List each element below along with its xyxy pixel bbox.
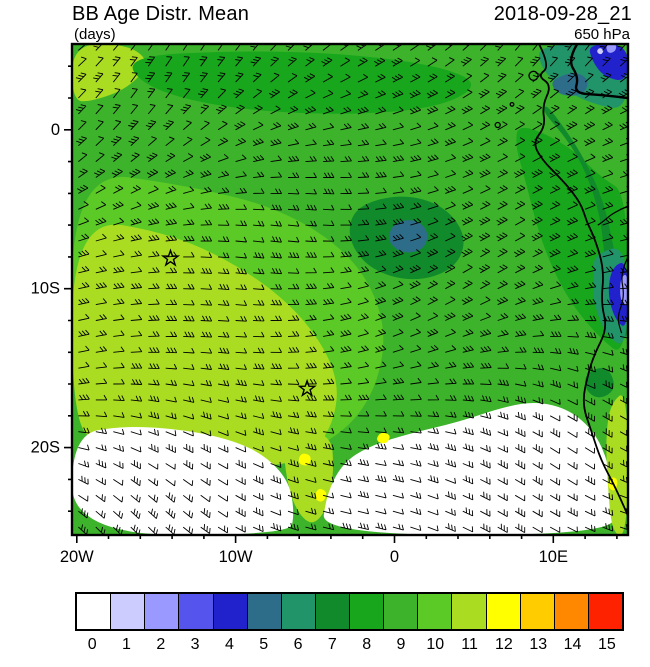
colorbar-cell: [554, 594, 589, 629]
plot-title: BB Age Distr. Mean: [72, 3, 250, 25]
country-border: [569, 44, 628, 100]
colorbar-label: 8: [362, 636, 372, 653]
plot-header: BB Age Distr. Mean 2018-09-28_21: [72, 3, 632, 26]
colorbar-cell: [350, 594, 385, 629]
colorbar-cell: [179, 594, 214, 629]
island-outline: [528, 70, 539, 81]
colorbar-cell: [111, 594, 146, 629]
colorbar-label: 1: [122, 636, 131, 653]
colorbar-cells: [75, 592, 624, 631]
star-marker: [160, 248, 181, 267]
colorbar-label: 7: [327, 636, 337, 653]
plot-units: (days): [74, 26, 116, 43]
plot-subheader: (days) 650 hPa: [74, 26, 630, 43]
colorbar-cell: [418, 594, 453, 629]
colorbar-label: 2: [156, 636, 166, 653]
colorbar: 0 1 2 3 4 5 6 7 8 9 10 11 12 13 14 15: [75, 592, 624, 654]
colorbar-cell: [145, 594, 180, 629]
colorbar-label: 6: [293, 636, 303, 653]
y-axis-label: 20S: [31, 439, 60, 457]
colorbar-cell: [486, 594, 521, 629]
y-axis-label: 0: [51, 121, 60, 139]
coastline: [534, 44, 628, 517]
colorbar-label: 12: [495, 636, 513, 653]
x-axis-label: 0: [390, 548, 399, 566]
colorbar-cell: [247, 594, 282, 629]
island-outline: [494, 121, 501, 129]
y-axis-label: 10S: [31, 280, 60, 298]
x-axis-label: 20W: [60, 548, 94, 566]
axis-ticks: [64, 65, 618, 543]
star-marker: [297, 378, 317, 398]
plot-datetime: 2018-09-28_21: [493, 3, 632, 25]
colorbar-cell: [452, 594, 487, 629]
colorbar-cell: [384, 594, 419, 629]
colorbar-label: 11: [461, 636, 478, 653]
colorbar-label: 3: [190, 636, 200, 653]
colorbar-label: 15: [597, 636, 616, 653]
colorbar-label: 5: [259, 636, 269, 653]
colorbar-label: 10: [426, 636, 445, 653]
colorbar-label: 9: [396, 636, 406, 653]
colorbar-label: 4: [224, 636, 234, 653]
colorbar-label: 14: [563, 636, 582, 653]
country-border: [597, 205, 628, 226]
colorbar-cell: [77, 594, 112, 629]
wind-barbs: [75, 44, 628, 535]
x-axis-label: 10W: [219, 548, 253, 566]
colorbar-cell: [281, 594, 316, 629]
map-plot: 20W 10W 0 10E 0 10S 20S: [31, 42, 630, 566]
plot-level: 650 hPa: [574, 26, 630, 43]
colorbar-cell: [315, 594, 350, 629]
colorbar-label: 0: [87, 636, 97, 653]
colorbar-cell: [520, 594, 555, 629]
colorbar-labels: 0 1 2 3 4 5 6 7 8 9 10 11 12 13 14 15: [75, 636, 624, 654]
colorbar-cell: [213, 594, 248, 629]
colorbar-label: 13: [529, 636, 548, 653]
x-axis-label: 10E: [539, 548, 568, 566]
island-outline: [509, 101, 515, 107]
colorbar-cell: [588, 594, 622, 629]
